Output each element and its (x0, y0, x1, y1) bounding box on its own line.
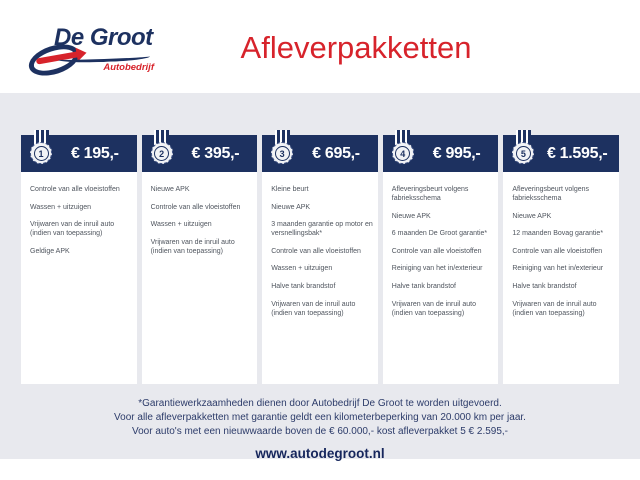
medal-ribbon-icon (154, 130, 170, 145)
package-price: € 395,- (191, 144, 240, 162)
package-price: € 1.595,- (546, 144, 608, 162)
package-item: Controle van alle vloeistoffen (391, 247, 482, 255)
package-number: 1 (33, 145, 49, 161)
package-item: Reiniging van het in/exterieur (512, 265, 604, 273)
medal-icon: 3 (269, 130, 295, 164)
package-number: 5 (515, 145, 531, 161)
medal-ribbon-icon (515, 130, 531, 145)
footer-note: Voor auto's met een nieuwwaarde boven de… (131, 426, 509, 438)
package-item: Afleveringsbeurt volgens fabrieksschema (391, 186, 469, 203)
package-price: € 695,- (312, 144, 360, 162)
package-header: 3 € 695,- (262, 130, 378, 172)
website-link[interactable]: www.autodegroot.nl (255, 445, 385, 461)
brand-name: De Groot (54, 24, 153, 51)
package-item: 6 maanden De Groot garantie* (391, 230, 488, 238)
package-item: Nieuwe APK (512, 212, 552, 220)
package-item: Nieuwe APK (271, 203, 311, 211)
medal-icon: 2 (149, 130, 175, 164)
page-title: Afleverpakketten (240, 30, 472, 65)
package-item: Vrijwaren van de inruil auto (indien van… (271, 300, 356, 317)
package-item: Wassen + uitzuigen (150, 221, 212, 229)
package-item: Vrijwaren van de inruil auto (indien van… (391, 300, 476, 317)
package-item: Wassen + uitzuigen (271, 265, 333, 273)
package-item: Reiniging van het in/exterieur (391, 265, 483, 273)
package-header: 2 € 395,- (141, 130, 258, 172)
footer-note: Voor alle afleverpakketten met garantie … (114, 412, 526, 424)
package-header: 5 € 1.595,- (503, 130, 619, 172)
package-item: Geldige APK (30, 247, 70, 255)
package-item: Controle van alle vloeistoffen (271, 247, 361, 255)
medal-icon: 5 (510, 130, 536, 164)
package-item: Vrijwaren van de inruil auto (indien van… (30, 221, 115, 238)
medal-disc-icon: 2 (150, 142, 173, 164)
package-items: Controle van alle vloeistoffen Wassen + u… (21, 172, 137, 384)
package-price: € 195,- (70, 144, 119, 162)
package-number: 4 (395, 145, 411, 161)
package-item: Nieuwe APK (391, 212, 431, 220)
package-item: Controle van alle vloeistoffen (150, 203, 241, 211)
package-items: Kleine beurt Nieuwe APK 3 maanden garantie… (262, 172, 378, 384)
package-card: 5 € 1.595,- Afleveringsbeurt volgens fab… (503, 130, 619, 384)
footer-notes: *Garantiewerkzaamheden dienen door Autob… (0, 397, 640, 440)
package-card: 1 € 195,- Controle van alle vloeistoffen… (21, 130, 137, 384)
medal-ribbon-icon (33, 130, 49, 145)
package-item: Nieuwe APK (150, 186, 190, 193)
package-item: Controle van alle vloeistoffen (30, 186, 120, 193)
package-item: Halve tank brandstof (271, 283, 336, 291)
package-card: 3 € 695,- Kleine beurt Nieuwe APK 3 maande… (262, 130, 378, 384)
footer-note: *Garantiewerkzaamheden dienen door Autob… (138, 398, 502, 409)
medal-disc-icon: 4 (391, 142, 414, 164)
medal-disc-icon: 1 (30, 142, 52, 164)
package-card: 2 € 395,- Nieuwe APK Controle van alle vl… (141, 130, 258, 384)
package-item: Controle van alle vloeistoffen (512, 247, 603, 255)
package-item: Wassen + uitzuigen (30, 203, 92, 211)
package-item: Vrijwaren van de inruil auto (indien van… (150, 238, 235, 255)
package-cards: 1 € 195,- Controle van alle vloeistoffen… (21, 130, 619, 384)
package-price: € 995,- (432, 144, 481, 162)
brand-subtitle: Autobedrijf (103, 62, 154, 73)
package-card: 4 € 995,- Afleveringsbeurt volgens fabri… (382, 130, 499, 384)
dealer-logo: De Groot Autobedrijf (16, 22, 166, 82)
package-items: Afleveringsbeurt volgens fabrieksschema N… (382, 172, 499, 384)
package-number: 3 (274, 145, 290, 161)
package-header: 4 € 995,- (382, 130, 499, 172)
package-item: 12 maanden Bovag garantie* (512, 230, 604, 238)
medal-icon: 4 (390, 130, 416, 164)
package-item: Kleine beurt (271, 186, 309, 193)
package-item: Halve tank brandstof (391, 283, 456, 291)
package-header: 1 € 195,- (21, 130, 137, 172)
package-number: 2 (154, 145, 170, 161)
medal-ribbon-icon (395, 130, 411, 145)
content-band: 1 € 195,- Controle van alle vloeistoffen… (0, 93, 640, 461)
package-item: Halve tank brandstof (512, 283, 577, 291)
header-band: De Groot Autobedrijf Afleverpakketten (0, 0, 640, 93)
medal-icon: 1 (28, 130, 54, 164)
package-items: Afleveringsbeurt volgens fabrieksschema N… (503, 172, 619, 384)
package-item: 3 maanden garantie op motor en versnelli… (271, 221, 373, 238)
package-item: Vrijwaren van de inruil auto (indien van… (512, 300, 597, 317)
package-items: Nieuwe APK Controle van alle vloeistoffen… (141, 172, 258, 384)
package-item: Afleveringsbeurt volgens fabrieksschema (512, 186, 590, 203)
medal-disc-icon: 3 (271, 142, 294, 164)
medal-ribbon-icon (274, 130, 290, 145)
medal-disc-icon: 5 (512, 142, 535, 164)
bottom-band (0, 459, 640, 480)
